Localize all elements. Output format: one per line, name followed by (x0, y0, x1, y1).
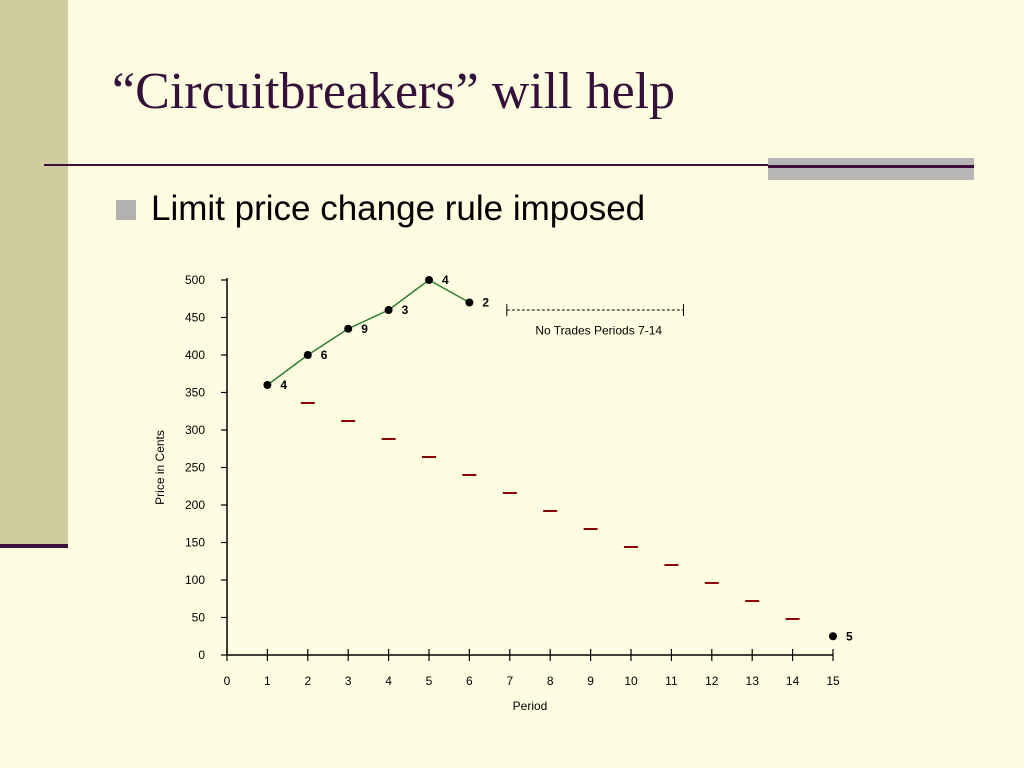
trade-point (384, 306, 393, 314)
trade-point (263, 381, 272, 389)
decorative-sidebar (0, 0, 68, 546)
y-tick-label: 250 (185, 461, 205, 475)
x-tick-label: 11 (665, 674, 678, 688)
x-tick-label: 9 (587, 674, 594, 688)
bullet-text: Limit price change rule imposed (151, 189, 646, 228)
trade-volume-label: 9 (361, 322, 368, 336)
y-tick-label: 100 (185, 573, 205, 587)
trade-volume-label: 4 (442, 273, 449, 287)
x-tick-label: 2 (304, 674, 311, 688)
slide-title: “Circuitbreakers” will help (112, 63, 676, 120)
y-tick-label: 400 (185, 348, 205, 362)
x-tick-label: 1 (264, 674, 271, 688)
x-tick-label: 0 (224, 674, 231, 688)
y-tick-label: 150 (185, 536, 205, 550)
y-axis-label: Price in Cents (153, 430, 167, 505)
trade-point (344, 324, 353, 333)
bullet-square-icon (116, 200, 136, 220)
x-tick-label: 8 (547, 674, 554, 688)
trade-volume-label: 2 (482, 296, 489, 310)
x-tick-label: 4 (385, 674, 392, 688)
trade-point (303, 351, 312, 359)
title-accent-line (768, 165, 974, 168)
trade-point (465, 298, 474, 307)
x-tick-label: 5 (426, 674, 433, 688)
x-tick-label: 12 (705, 674, 719, 688)
y-tick-label: 350 (185, 386, 205, 400)
title-rule (44, 164, 974, 166)
y-tick-label: 0 (198, 648, 205, 662)
x-tick-label: 3 (345, 674, 352, 688)
trade-volume-label: 6 (321, 348, 328, 362)
sidebar-rule (0, 544, 68, 548)
title-accent-bar (768, 158, 974, 180)
x-axis-label: Period (513, 699, 548, 713)
y-tick-label: 300 (185, 423, 205, 437)
no-trades-annotation: No Trades Periods 7-14 (535, 323, 662, 337)
x-tick-label: 13 (746, 674, 760, 688)
trade-volume-label: 5 (846, 629, 853, 643)
x-tick-label: 15 (826, 674, 840, 688)
trade-point (829, 632, 837, 641)
y-tick-label: 450 (185, 311, 205, 325)
x-tick-label: 6 (466, 674, 473, 688)
trade-volume-label: 3 (402, 303, 409, 317)
x-tick-label: 7 (506, 674, 513, 688)
y-tick-label: 200 (185, 498, 205, 512)
trade-volume-label: 4 (280, 378, 287, 392)
trade-point (425, 276, 433, 284)
x-tick-label: 10 (624, 674, 638, 688)
y-tick-label: 50 (192, 611, 206, 625)
x-tick-label: 14 (786, 674, 800, 688)
trade-price-line (266, 279, 470, 386)
y-tick-label: 500 (185, 273, 205, 287)
